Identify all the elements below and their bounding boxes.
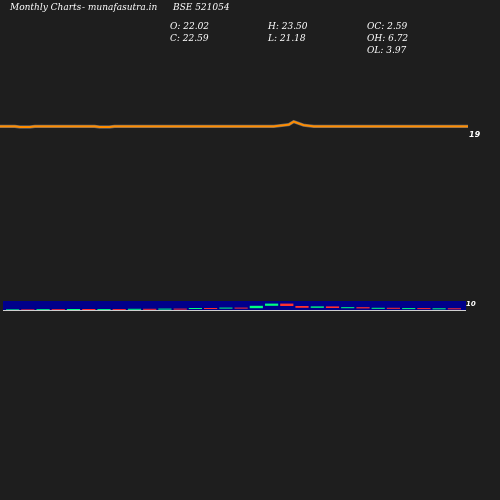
candle-bar — [402, 308, 416, 310]
candle-bar — [82, 309, 96, 310]
price-layer — [0, 119, 468, 129]
candle-bar — [97, 309, 111, 311]
candle-bar — [188, 308, 202, 309]
symbol-label: BSE 521054 — [173, 3, 230, 13]
candle-bar — [371, 307, 385, 309]
price-line — [0, 120, 468, 128]
site-label-right[interactable]: - munafasutra.in — [82, 3, 158, 13]
candle-bar — [158, 308, 172, 310]
ol-value: OL: 3.97 — [367, 46, 407, 56]
candle-bar — [249, 305, 263, 309]
candle-bar — [447, 308, 461, 310]
candle-bar — [386, 307, 400, 309]
candle-bar — [36, 309, 50, 311]
candle-bar — [356, 307, 370, 309]
low-value: L: 21.18 — [268, 34, 306, 44]
open-value: O: 22.02 — [170, 22, 210, 32]
candle-bar — [234, 307, 248, 309]
candle-bar — [143, 308, 157, 310]
candle-bar — [265, 303, 279, 306]
volume-axis-label: 10 — [466, 300, 476, 308]
close-value: C: 22.59 — [170, 34, 209, 44]
oh-value: OH: 6.72 — [367, 34, 409, 44]
price-axis-label: 19 — [469, 130, 481, 139]
candle-bar — [432, 308, 446, 310]
candle-bar — [51, 309, 65, 311]
candle-bar — [341, 307, 355, 309]
candle-bar — [173, 308, 187, 310]
candle-bar — [295, 306, 309, 308]
candle-layer — [3, 303, 466, 311]
candle-bar — [66, 309, 81, 310]
candle-bar — [280, 303, 294, 306]
candle-bar — [219, 307, 233, 309]
candle-bar — [21, 309, 35, 311]
high-value: H: 23.50 — [268, 22, 308, 32]
candle-bar — [127, 308, 142, 310]
candle-bar — [417, 308, 431, 310]
site-label-left: Monthly Charts — [10, 3, 82, 13]
candle-bar — [6, 309, 20, 311]
candle-bar — [204, 308, 218, 309]
candle-bar — [112, 309, 126, 311]
oc-value: OC: 2.59 — [367, 22, 408, 32]
candle-bar — [325, 306, 340, 308]
candle-bar — [310, 306, 324, 308]
volume-panel — [3, 301, 466, 310]
